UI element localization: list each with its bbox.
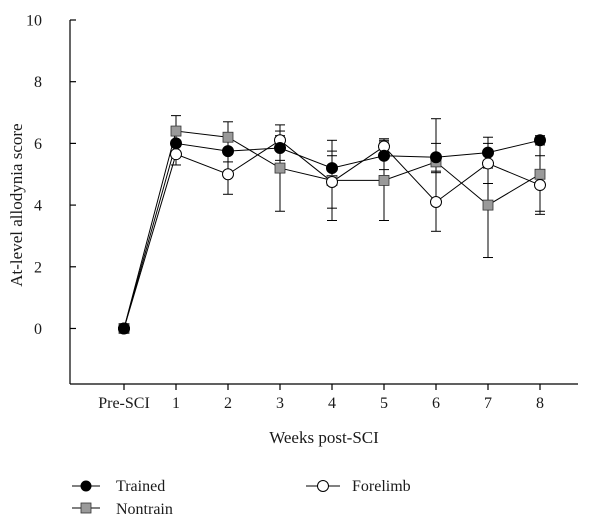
x-tick-label: 6 xyxy=(432,395,440,412)
x-tick-label: 4 xyxy=(328,395,336,412)
data-point-trained xyxy=(326,162,338,175)
data-point-trained xyxy=(378,149,390,162)
data-point-forelimb xyxy=(430,196,442,208)
legend-label-nontrain: Nontrain xyxy=(116,501,173,518)
legend: Trained Nontrain Forelimb xyxy=(72,478,411,518)
data-point-forelimb xyxy=(534,179,546,192)
y-tick-label: 0 xyxy=(34,321,42,338)
legend-marker-nontrain xyxy=(80,502,92,514)
data-point-forelimb xyxy=(222,168,234,181)
data-point-trained xyxy=(118,322,130,335)
x-axis-title: Weeks post-SCI xyxy=(269,428,379,447)
data-point-trained xyxy=(170,137,182,150)
data-point-trained xyxy=(222,145,234,158)
x-tick-label: 3 xyxy=(276,395,284,412)
data-point-nontrain xyxy=(222,131,234,143)
x-tick-label: Pre-SCI xyxy=(98,395,150,412)
x-tick-label: 1 xyxy=(172,395,180,412)
y-tick-label: 2 xyxy=(34,259,42,276)
x-tick-label: 8 xyxy=(536,395,544,412)
data-point-nontrain xyxy=(378,175,390,186)
data-point-nontrain xyxy=(482,199,494,211)
legend-entry-trained: Trained xyxy=(72,478,165,495)
data-point-forelimb xyxy=(170,148,182,161)
legend-entry-nontrain: Nontrain xyxy=(72,501,173,518)
legend-marker-forelimb xyxy=(317,480,329,492)
data-point-nontrain xyxy=(534,168,546,180)
data-point-nontrain xyxy=(274,162,286,174)
legend-label-trained: Trained xyxy=(116,478,165,495)
data-point-trained xyxy=(534,134,546,147)
y-tick-label: 8 xyxy=(34,74,42,91)
data-point-trained xyxy=(274,142,286,155)
y-tick-label: 6 xyxy=(34,136,42,153)
y-tick-label: 10 xyxy=(26,13,42,30)
x-ticks: Pre-SCI 1 2 3 4 5 6 7 8 xyxy=(98,384,544,412)
data-point-forelimb xyxy=(482,157,494,170)
data-point-nontrain xyxy=(170,125,182,137)
x-tick-label: 5 xyxy=(380,395,388,412)
data-markers xyxy=(118,125,546,335)
x-tick-label: 2 xyxy=(224,395,232,412)
axes xyxy=(69,20,578,385)
legend-marker-trained xyxy=(80,480,92,492)
data-point-trained xyxy=(482,146,494,159)
legend-entry-forelimb: Forelimb xyxy=(306,478,411,495)
y-ticks: 0 2 4 6 8 10 xyxy=(26,13,76,338)
data-point-forelimb xyxy=(326,175,338,188)
y-axis-title: At-level allodynia score xyxy=(7,123,26,286)
x-tick-label: 7 xyxy=(484,395,492,412)
y-tick-label: 4 xyxy=(34,198,42,215)
data-point-trained xyxy=(430,151,442,164)
legend-label-forelimb: Forelimb xyxy=(352,478,411,495)
